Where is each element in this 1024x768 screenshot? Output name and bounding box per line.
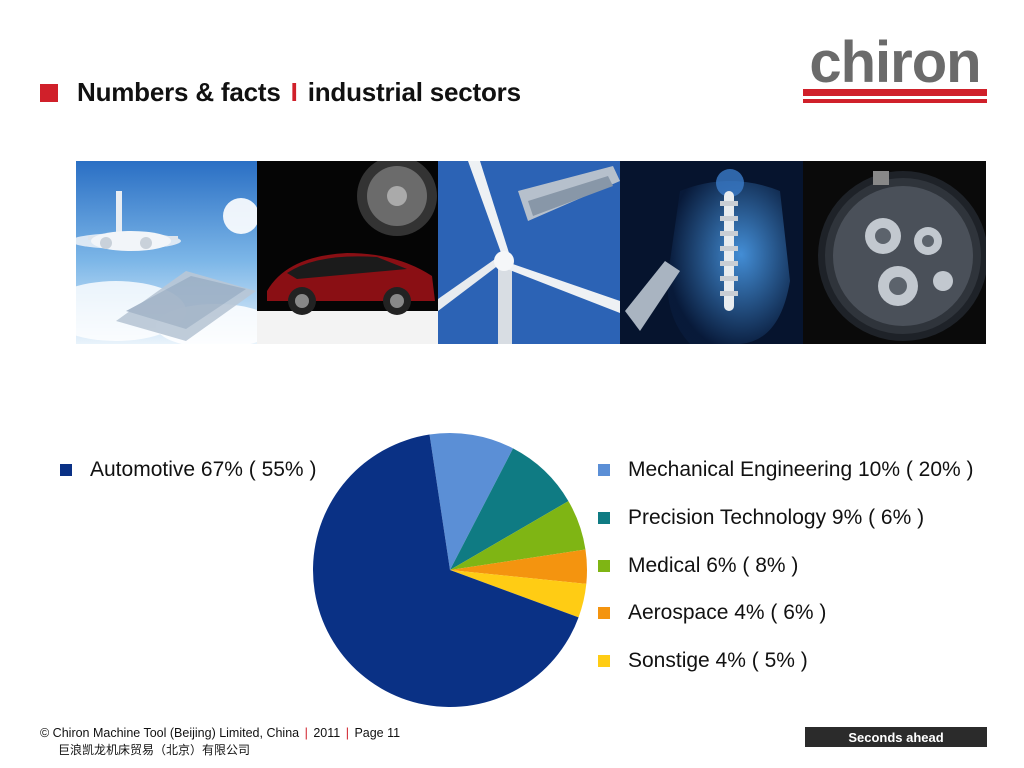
- logo-underline-thin: [803, 99, 987, 103]
- footer-copyright: © Chiron Machine Tool (Beijing) Limited,…: [40, 726, 300, 740]
- legend-swatch: [598, 655, 610, 667]
- legend-item-precision-technology: Precision Technology 9% ( 6% ): [598, 506, 924, 530]
- legend-label: Sonstige 4% ( 5% ): [628, 649, 808, 672]
- legend-item-aerospace: Aerospace 4% ( 6% ): [598, 601, 826, 625]
- pie-slice-automotive: [313, 434, 579, 707]
- pie-slice-sonstige: [450, 570, 587, 618]
- industry-photo-strip: [76, 161, 986, 346]
- footer-copyright-line: © Chiron Machine Tool (Beijing) Limited,…: [40, 726, 400, 741]
- pie-slice-medical: [450, 501, 586, 570]
- legend-item-medical: Medical 6% ( 8% ): [598, 554, 798, 578]
- legend-label: Precision Technology 9% ( 6% ): [628, 506, 925, 529]
- watch-movement-photo: [803, 161, 986, 344]
- legend-label: Mechanical Engineering 10% ( 20% ): [628, 458, 974, 481]
- legend-label: Medical 6% ( 8% ): [628, 554, 799, 577]
- wind-turbine-photo: [438, 161, 620, 344]
- legend-item-mechanical-engineering: Mechanical Engineering 10% ( 20% ): [598, 458, 974, 482]
- legend-item-automotive: Automotive 67% ( 55% ): [60, 458, 316, 482]
- pie-slice-aerospace: [450, 549, 587, 584]
- sports-car-photo: [257, 161, 438, 344]
- legend-swatch: [598, 607, 610, 619]
- footer-chinese-company-name: 巨浪凯龙机床贸易（北京）有限公司: [58, 743, 251, 757]
- legend-label: Automotive 67% ( 55% ): [90, 458, 317, 481]
- spine-medical-photo: [620, 161, 803, 344]
- logo-text: chiron: [809, 30, 981, 95]
- footer-separator: |: [345, 726, 349, 740]
- page-title: Numbers & facts I industrial sectors: [77, 77, 521, 108]
- chiron-logo: chiron: [803, 32, 987, 104]
- pie-slice-mechanical-engineering: [429, 433, 514, 570]
- sector-pie-chart: [313, 433, 587, 707]
- footer-page-number: Page 11: [354, 726, 401, 740]
- legend-swatch: [598, 560, 610, 572]
- logo-underline: [803, 89, 987, 96]
- legend-swatch: [598, 512, 610, 524]
- pie-slice-precision-technology: [450, 448, 569, 570]
- title-part2: industrial sectors: [307, 77, 521, 107]
- title-separator: I: [290, 77, 298, 107]
- title-bullet: [40, 84, 58, 102]
- legend-label: Aerospace 4% ( 6% ): [628, 601, 827, 624]
- title-part1: Numbers & facts: [77, 77, 281, 107]
- footer-separator: |: [304, 726, 308, 740]
- footer-year: 2011: [313, 726, 341, 740]
- legend-swatch: [60, 464, 72, 476]
- tagline-badge: Seconds ahead: [805, 727, 987, 747]
- legend-item-sonstige: Sonstige 4% ( 5% ): [598, 649, 808, 673]
- aircraft-photo: [76, 161, 257, 344]
- legend-swatch: [598, 464, 610, 476]
